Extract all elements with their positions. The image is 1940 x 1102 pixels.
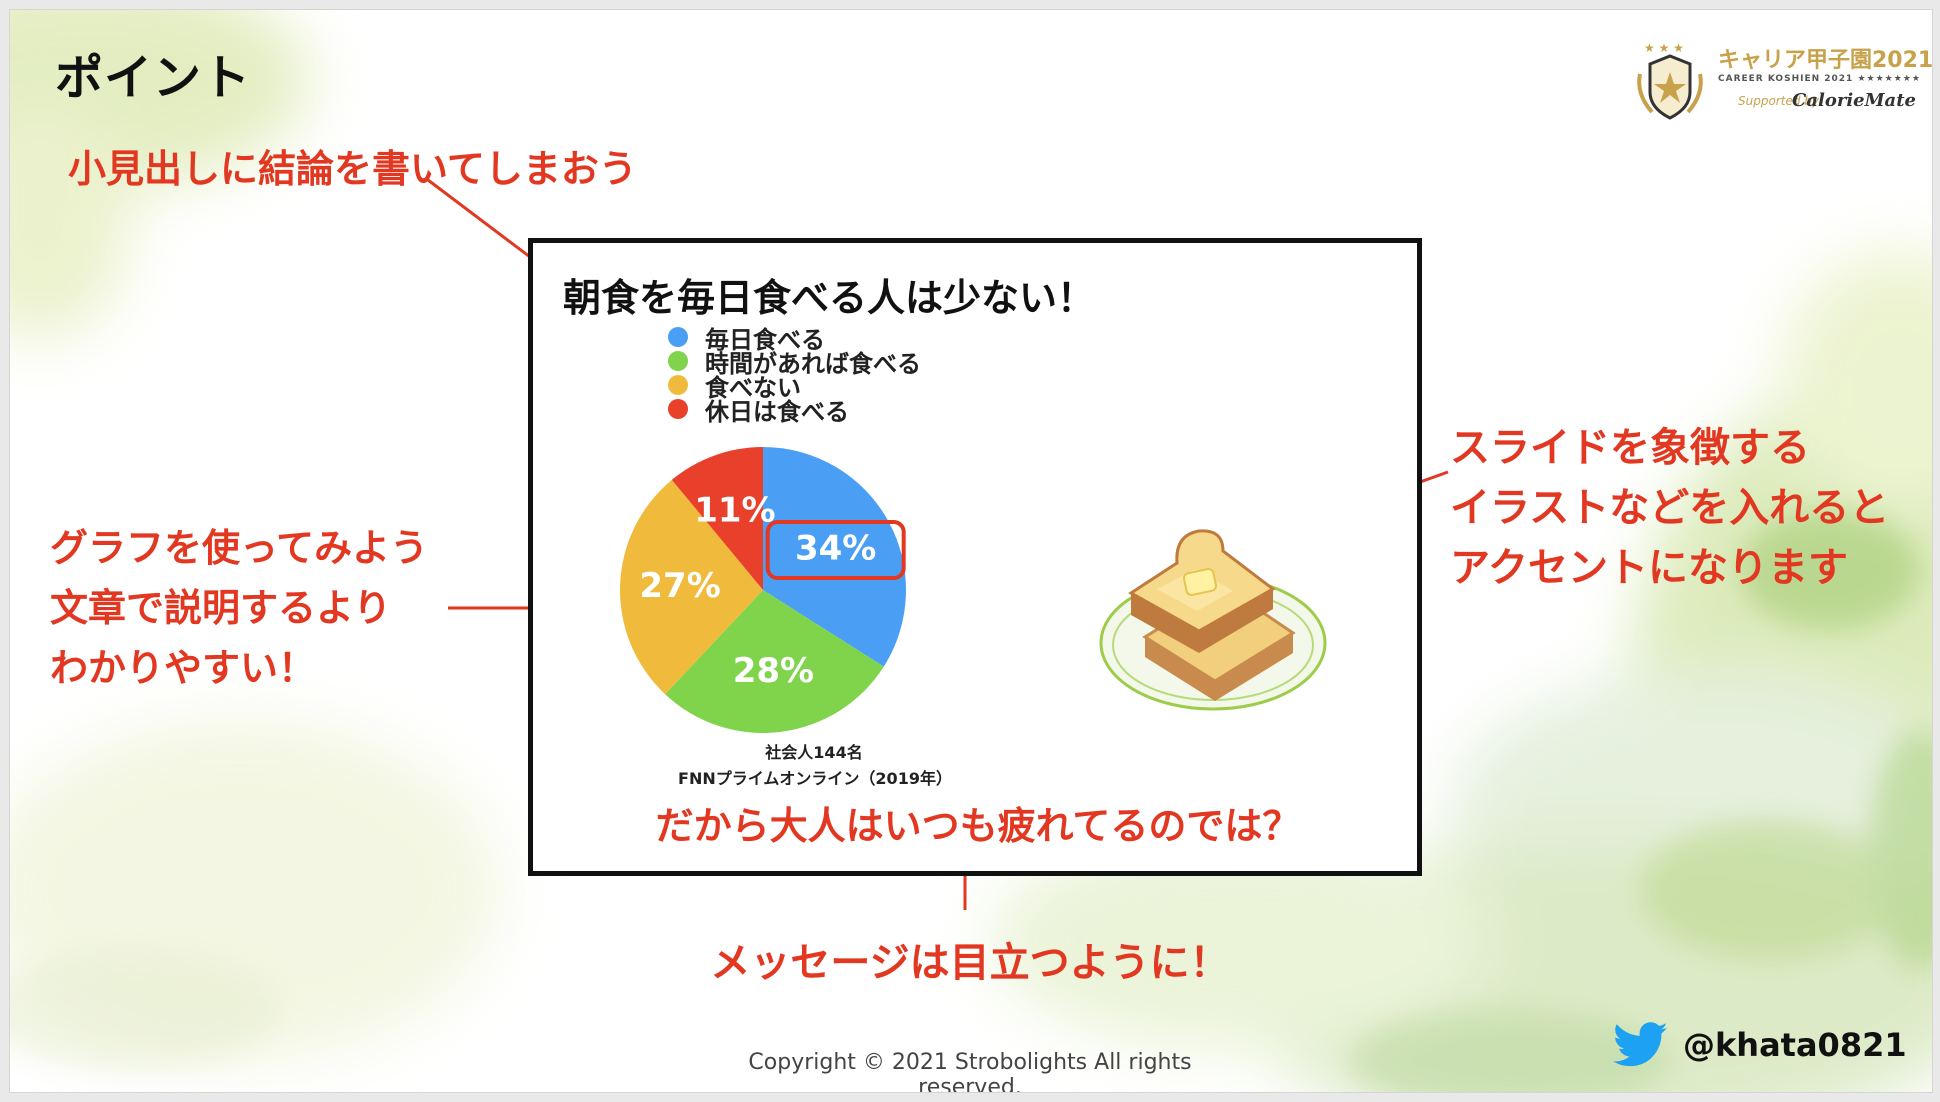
graph-tip-line-1: グラフを使ってみよう <box>50 526 429 570</box>
pie-slice-label: 28% <box>733 651 814 691</box>
slide-title: ポイント <box>55 50 252 106</box>
copyright-text: Copyright © 2021 Strobolights All rights… <box>748 1050 1192 1092</box>
chart-title: 朝食を毎日食べる人は少ない！ <box>563 276 1096 320</box>
legend-swatch <box>668 351 688 371</box>
message-tip-callout: メッセージは目立つように！ <box>710 940 1230 986</box>
legend-swatch <box>668 375 688 395</box>
illustration-tip-line-1: スライドを象徴する <box>1450 425 1810 471</box>
legend-label: 時間があれば食べる <box>705 349 921 378</box>
twitter-bird-icon <box>1613 1022 1668 1067</box>
pie-slice <box>665 590 884 733</box>
pie-slice-label: 34% <box>795 529 876 569</box>
career-koshien-logo: ★ ★ ★ キャリア甲子園2021 CAREER KOSHIEN 2021 ★★… <box>1630 34 1932 124</box>
legend-item: 食べない <box>668 373 921 402</box>
chart-source-sample: 社会人144名 <box>765 743 863 762</box>
pie-chart: 34% 28% 27% 11% <box>620 447 906 733</box>
legend-item: 時間があれば食べる <box>668 349 921 378</box>
legend-label: 食べない <box>705 373 801 402</box>
logo-supported-by: Supported by <box>1738 94 1819 108</box>
legend-item: 毎日食べる <box>668 325 921 354</box>
laurel-crest-icon: ★ ★ ★ <box>1637 41 1703 120</box>
twitter-credit[interactable]: @khata0821 <box>1613 1022 1907 1068</box>
legend-swatch <box>668 399 688 419</box>
toast-illustration <box>1099 529 1327 711</box>
logo-brand: CalorieMate <box>1792 90 1916 111</box>
graph-tip-line-3: わかりやすい！ <box>50 646 317 690</box>
chart-message: だから大人はいつも疲れてるのでは？ <box>655 804 1301 848</box>
pie-slice <box>671 447 763 590</box>
svg-text:★ ★ ★: ★ ★ ★ <box>1644 41 1684 55</box>
graph-tip-callout: グラフを使ってみよう 文章で説明するより わかりやすい！ <box>50 518 428 698</box>
illustration-tip-line-2: イラストなどを入れると <box>1450 485 1890 531</box>
twitter-handle[interactable]: @khata0821 <box>1683 1026 1907 1064</box>
legend-label: 毎日食べる <box>705 325 825 354</box>
logo-subtitle: CAREER KOSHIEN 2021 ★★★★★★★ <box>1718 74 1921 84</box>
graph-tip-line-2: 文章で説明するより <box>50 586 392 630</box>
logo-title: キャリア甲子園2021 <box>1718 48 1932 73</box>
illustration-tip-callout: スライドを象徴する イラストなどを入れると アクセントになります <box>1450 418 1889 598</box>
chart-source-citation: FNNプライムオンライン（2019年） <box>678 769 952 788</box>
slide: ポイント 小見出しに結論を書いてしまおう グラフを使ってみよう 文章で説明するよ… <box>10 10 1932 1092</box>
illustration-tip-line-3: アクセントになります <box>1450 545 1848 591</box>
pie-slice-label: 11% <box>694 490 775 530</box>
legend-swatch <box>668 327 688 347</box>
chart-legend: 毎日食べる 時間があれば食べる 食べない 休日は食べる <box>668 325 921 426</box>
watercolor-background <box>10 10 1932 1092</box>
highlight-box <box>765 520 906 581</box>
legend-item: 休日は食べる <box>668 397 921 426</box>
pie-slice <box>620 479 763 695</box>
subtitle-tip-callout: 小見出しに結論を書いてしまおう <box>68 147 637 191</box>
legend-label: 休日は食べる <box>705 397 849 426</box>
pie-slice <box>763 447 906 667</box>
chart-panel: 朝食を毎日食べる人は少ない！ 毎日食べる 時間があれば食べる 食べない 休日は食べる … <box>528 238 1422 876</box>
pie-slice-label: 27% <box>639 566 720 606</box>
